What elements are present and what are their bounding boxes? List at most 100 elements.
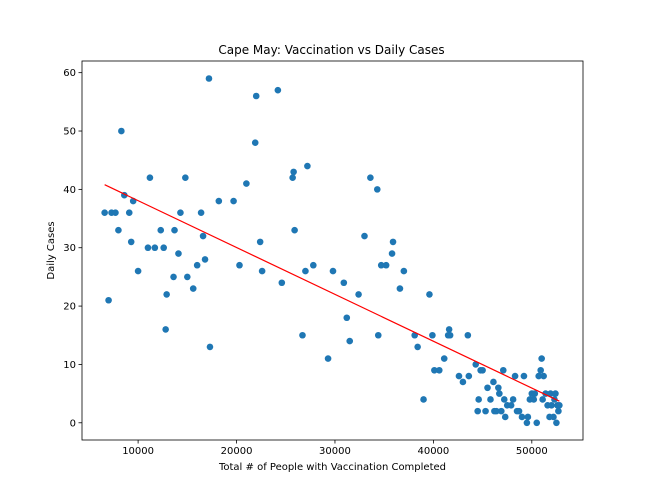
scatter-point bbox=[373, 186, 381, 193]
scatter-point bbox=[429, 331, 436, 339]
scatter-point bbox=[340, 279, 348, 287]
scatter-point bbox=[304, 162, 311, 170]
scatter-point bbox=[157, 226, 165, 234]
scatter-point bbox=[509, 396, 517, 403]
scatter-point bbox=[146, 174, 154, 182]
scatter-point bbox=[538, 355, 545, 362]
scatter-point bbox=[324, 355, 332, 362]
scatter-point bbox=[118, 127, 125, 135]
scatter-point bbox=[493, 407, 500, 415]
scatter-point bbox=[163, 291, 170, 298]
scatter-point bbox=[459, 378, 467, 386]
scatter-point bbox=[389, 238, 397, 246]
scatter-point bbox=[482, 407, 489, 415]
scatter-point bbox=[535, 372, 543, 380]
scatter-point bbox=[343, 314, 351, 322]
scatter-point bbox=[361, 232, 368, 240]
scatter-point bbox=[440, 355, 448, 362]
scatter-point bbox=[230, 197, 237, 205]
scatter-point bbox=[426, 291, 433, 298]
scatter-point bbox=[134, 267, 142, 275]
y-tick-label: 10 bbox=[63, 360, 76, 371]
y-tick-label: 30 bbox=[63, 243, 76, 254]
scatter-point bbox=[400, 267, 408, 275]
scatter-point bbox=[243, 180, 250, 187]
scatter-point bbox=[367, 174, 374, 182]
trend-line bbox=[104, 184, 560, 402]
x-tick-label: 10000 bbox=[122, 446, 154, 457]
scatter-point bbox=[274, 86, 282, 94]
scatter-point bbox=[530, 396, 538, 403]
scatter-point bbox=[515, 407, 523, 415]
x-tick-label: 40000 bbox=[417, 446, 449, 457]
scatter-point bbox=[511, 372, 519, 380]
scatter-point bbox=[518, 413, 526, 421]
scatter-point bbox=[182, 174, 189, 182]
scatter-point bbox=[531, 390, 539, 397]
scatter-point bbox=[127, 238, 135, 246]
scatter-point bbox=[374, 331, 382, 339]
scatter-point bbox=[464, 331, 472, 339]
scatter-point bbox=[256, 238, 264, 246]
scatter-point bbox=[251, 139, 259, 146]
scatter-point bbox=[524, 413, 532, 421]
scatter-point bbox=[465, 372, 473, 380]
scatter-point bbox=[499, 366, 507, 374]
scatter-point bbox=[382, 261, 390, 269]
scatter-point bbox=[171, 226, 178, 234]
scatter-point bbox=[101, 209, 108, 217]
scatter-point bbox=[205, 75, 213, 82]
scatter-point bbox=[420, 396, 427, 403]
scatter-point bbox=[215, 197, 223, 205]
scatter-point bbox=[474, 407, 481, 415]
scatter-point bbox=[523, 419, 531, 427]
scatter-point bbox=[479, 366, 486, 374]
scatter-point bbox=[495, 384, 502, 392]
x-tick-label: 20000 bbox=[221, 446, 253, 457]
scatter-point bbox=[550, 413, 557, 421]
scatter-point bbox=[552, 390, 559, 397]
scatter-point bbox=[475, 396, 482, 403]
scatter-point bbox=[258, 267, 266, 275]
scatter-point bbox=[310, 261, 317, 269]
scatter-point bbox=[197, 209, 205, 217]
scatter-point bbox=[388, 250, 396, 257]
scatter-point bbox=[446, 331, 454, 339]
chart-title: Cape May: Vaccination vs Daily Cases bbox=[218, 43, 444, 57]
scatter-point bbox=[151, 244, 159, 252]
plot-frame bbox=[81, 60, 584, 441]
scatter-point bbox=[455, 372, 463, 380]
scatter-point bbox=[414, 343, 421, 351]
scatter-point bbox=[533, 419, 541, 427]
scatter-point bbox=[501, 413, 509, 421]
scatter-point bbox=[329, 267, 337, 275]
scatter-point bbox=[496, 390, 503, 397]
scatter-point bbox=[144, 244, 152, 252]
scatter-point bbox=[396, 285, 404, 292]
scatter-point bbox=[290, 168, 297, 176]
scatter-point bbox=[548, 401, 555, 409]
scatter-point bbox=[346, 337, 354, 345]
scatter-point bbox=[507, 401, 515, 409]
scatter-point bbox=[537, 366, 544, 374]
scatter-point bbox=[487, 396, 494, 403]
scatter-point bbox=[236, 261, 243, 269]
scatter-point bbox=[547, 390, 554, 397]
scatter-point bbox=[555, 407, 562, 415]
x-axis-title: Total # of People with Vaccination Compl… bbox=[218, 462, 446, 473]
scatter-point bbox=[498, 407, 505, 415]
scatter-point bbox=[291, 226, 298, 234]
scatter-point bbox=[170, 273, 177, 281]
scatter-point bbox=[162, 326, 169, 333]
scatter-point bbox=[445, 326, 453, 333]
y-tick-label: 60 bbox=[63, 68, 76, 79]
scatter-point bbox=[435, 366, 443, 374]
scatter-point bbox=[189, 285, 197, 292]
scatter-point bbox=[125, 209, 133, 217]
scatter-point bbox=[540, 372, 547, 380]
scatter-point bbox=[177, 209, 184, 217]
x-tick-label: 50000 bbox=[516, 446, 548, 457]
y-axis-title: Daily Cases bbox=[46, 221, 57, 279]
scatter-point bbox=[206, 343, 214, 351]
y-tick-label: 0 bbox=[70, 418, 76, 429]
